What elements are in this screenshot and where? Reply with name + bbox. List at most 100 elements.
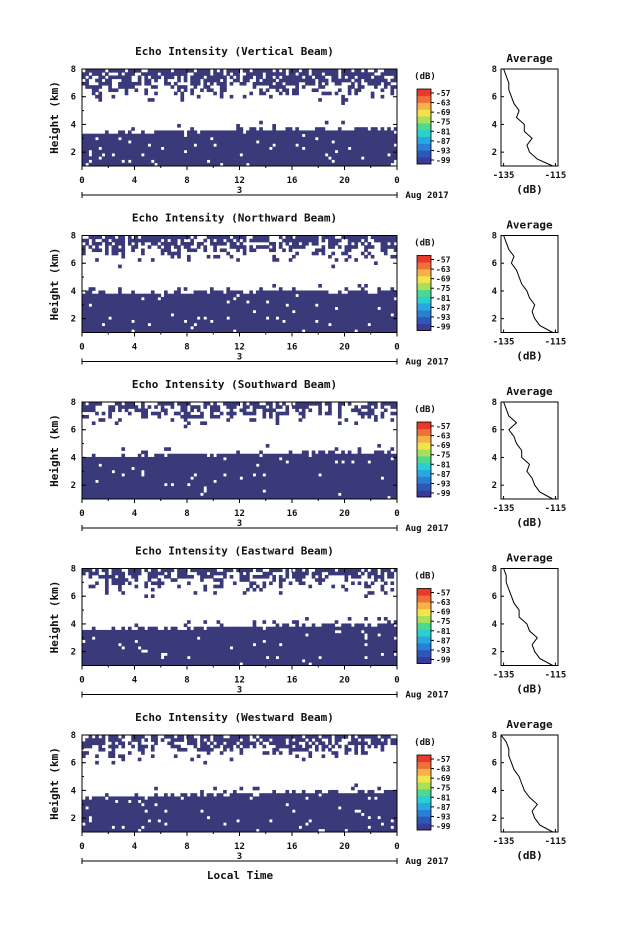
heatmap-cell <box>95 85 99 89</box>
heatmap-cell <box>298 149 303 154</box>
heatmap-cell <box>347 254 352 259</box>
heatmap-cell <box>200 482 204 487</box>
heatmap-cell <box>321 319 326 324</box>
colorbar-tick-label: -81 <box>436 460 451 469</box>
heatmap-cell <box>177 463 181 468</box>
heatmap-cell <box>141 463 145 468</box>
heatmap-cell <box>367 479 372 484</box>
heatmap-cell <box>262 411 267 416</box>
heatmap-cell <box>137 69 142 73</box>
heatmap-cell <box>242 489 247 493</box>
heatmap-cell <box>328 136 332 141</box>
heatmap-cell <box>249 473 254 477</box>
heatmap-cell <box>104 309 109 314</box>
heatmap-cell <box>239 81 244 86</box>
heatmap-cell <box>183 153 188 157</box>
heatmap-cell <box>108 408 112 413</box>
heatmap-cell <box>262 156 267 160</box>
heatmap-cell <box>177 75 181 80</box>
heatmap-cell <box>190 453 194 458</box>
heatmap-cell <box>167 495 171 500</box>
heatmap-cell <box>190 460 194 464</box>
heatmap-cell <box>216 306 221 311</box>
heatmap-cell <box>127 316 132 320</box>
heatmap-cell <box>88 146 93 151</box>
heatmap-cell <box>95 473 99 477</box>
heatmap-cell <box>157 309 162 314</box>
heatmap-cell <box>298 411 303 416</box>
avg-y-tick-label: 6 <box>492 426 497 436</box>
heatmap-cell <box>351 322 355 327</box>
heatmap-cell <box>88 85 93 89</box>
heatmap-cell <box>354 235 359 240</box>
heatmap-cell <box>387 245 391 249</box>
heatmap-cell <box>337 290 342 295</box>
heatmap-cell <box>288 473 293 477</box>
heatmap-cell <box>298 159 303 164</box>
heatmap-cell <box>347 316 352 320</box>
heatmap-cell <box>318 489 322 493</box>
heatmap-cell <box>121 85 126 89</box>
heatmap-cell <box>377 309 381 314</box>
heatmap-cell <box>354 293 359 298</box>
heatmap-cell <box>170 238 175 243</box>
heatmap-cell <box>180 91 185 96</box>
heatmap-cell <box>265 489 270 493</box>
heatmap-cell <box>164 72 168 76</box>
heatmap-cell <box>344 326 349 330</box>
heatmap-cell <box>370 466 375 471</box>
heatmap-cell <box>390 140 395 144</box>
heatmap-cell <box>127 482 132 487</box>
heatmap-cell <box>127 492 132 497</box>
heatmap-cell <box>200 414 204 419</box>
heatmap-cell <box>272 482 276 487</box>
heatmap-cell <box>226 313 231 317</box>
heatmap-cell <box>216 162 221 167</box>
heatmap-cell <box>150 133 155 138</box>
heatmap-cell <box>147 156 152 160</box>
heatmap-cell <box>374 319 378 324</box>
heatmap-cell <box>196 453 201 458</box>
heatmap-cell <box>351 235 355 240</box>
heatmap-cell <box>275 143 280 147</box>
heatmap-cell <box>278 245 283 249</box>
heatmap-cell <box>160 486 165 490</box>
heatmap-cell <box>134 146 139 151</box>
heatmap-cell <box>282 143 286 147</box>
heatmap-cell <box>206 319 211 324</box>
heatmap-cell <box>101 489 106 493</box>
heatmap-cell <box>187 316 191 320</box>
heatmap-cell <box>160 476 165 480</box>
heatmap-cell <box>170 251 175 256</box>
heatmap-cell <box>337 326 342 330</box>
heatmap-cell <box>160 326 165 330</box>
heatmap-cell <box>82 81 86 86</box>
heatmap-cell <box>147 162 152 167</box>
heatmap-cell <box>91 662 96 666</box>
heatmap-cell <box>275 130 280 135</box>
heatmap-cell <box>180 235 185 240</box>
heatmap-cell <box>324 300 329 304</box>
heatmap-cell <box>331 486 336 490</box>
heatmap-cell <box>173 91 178 96</box>
heatmap-cell <box>239 162 244 167</box>
heatmap-cell <box>85 146 89 151</box>
heatmap-cell <box>232 473 237 477</box>
heatmap-cell <box>147 245 152 249</box>
heatmap-cell <box>292 296 296 301</box>
heatmap-cell <box>308 156 313 160</box>
heatmap-cell <box>180 466 185 471</box>
colorbar-swatch <box>417 462 431 471</box>
y-tick-label: 6 <box>71 426 76 436</box>
heatmap-cell <box>213 133 217 138</box>
heatmap-cell <box>164 492 168 497</box>
heatmap-cell <box>337 411 342 416</box>
heatmap-cell <box>259 91 263 96</box>
heatmap-cell <box>91 153 96 157</box>
heatmap-cell <box>85 313 89 317</box>
heatmap-cell <box>213 300 217 304</box>
heatmap-cell <box>236 143 240 147</box>
heatmap-cell <box>282 466 286 471</box>
heatmap-cell <box>141 248 145 253</box>
heatmap-cell <box>173 149 178 154</box>
